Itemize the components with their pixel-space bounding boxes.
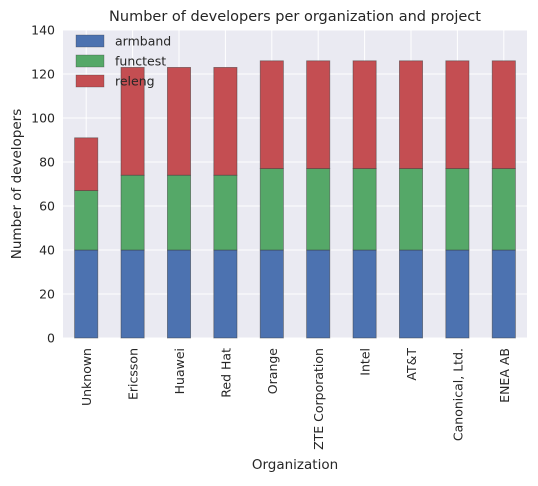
legend-swatch-functest (75, 54, 105, 68)
legend-swatch-armband (75, 34, 105, 48)
x-tick-label: Unknown (79, 348, 94, 406)
bars (74, 60, 516, 339)
y-axis-label: Number of developers (9, 109, 25, 259)
x-axis-ticks: Unknown Ericsson Huawei Red Hat Orange ZTE Co… (79, 348, 512, 450)
bar-segment-armband (166, 249, 191, 339)
bar-segment-armband (445, 249, 470, 339)
bar-segment-armband (398, 249, 423, 339)
y-tick-label: 80 (39, 155, 55, 170)
bar-segment-functest (352, 168, 377, 251)
bar-segment-functest (166, 174, 191, 251)
x-tick-label: Canonical, Ltd. (450, 348, 465, 441)
bar-segment-armband (74, 249, 99, 339)
x-tick-label: Red Hat (218, 348, 233, 398)
bar-segment-armband (213, 249, 238, 339)
y-tick-label: 100 (31, 111, 55, 126)
bar-segment-releng (352, 60, 377, 170)
y-axis-ticks: 0 20 40 60 80 100 120 140 (31, 23, 55, 346)
bar-segment-releng (491, 60, 516, 170)
bar-segment-armband (306, 249, 331, 339)
y-tick-label: 120 (31, 67, 55, 82)
bar-segment-releng (74, 137, 99, 192)
bar-segment-functest (259, 168, 284, 251)
legend-label: functest (115, 54, 166, 69)
chart-title: Number of developers per organization an… (109, 9, 481, 25)
bar-segment-armband (491, 249, 516, 339)
y-tick-label: 20 (39, 287, 55, 302)
bar-segment-releng (259, 60, 284, 170)
legend: armband functest releng (75, 34, 171, 89)
bar-segment-functest (445, 168, 470, 251)
bar-segment-armband (352, 249, 377, 339)
bar-segment-functest (213, 174, 238, 251)
bar-segment-functest (398, 168, 423, 251)
x-axis-label: Organization (252, 457, 338, 473)
legend-label: armband (115, 34, 171, 49)
bar-segment-functest (491, 168, 516, 251)
bar-segment-functest (74, 190, 99, 251)
bar-segment-releng (398, 60, 423, 170)
y-tick-label: 0 (47, 331, 55, 346)
bar-segment-armband (259, 249, 284, 339)
bar-segment-functest (120, 174, 145, 251)
x-tick-label: ENEA AB (497, 348, 512, 403)
x-tick-label: ZTE Corporation (311, 348, 326, 450)
x-tick-label: Orange (265, 348, 280, 394)
y-tick-label: 140 (31, 23, 55, 38)
bar-segment-releng (120, 67, 145, 176)
bar-segment-releng (445, 60, 470, 170)
legend-label: releng (115, 74, 155, 89)
bar-segment-functest (306, 168, 331, 251)
x-tick-label: Intel (358, 348, 373, 376)
legend-swatch-releng (75, 74, 105, 88)
bar-segment-releng (166, 67, 191, 176)
x-tick-label: AT&T (404, 348, 419, 381)
x-tick-label: Huawei (172, 348, 187, 394)
bar-segment-releng (213, 67, 238, 176)
y-tick-label: 60 (39, 199, 55, 214)
x-tick-label: Ericsson (126, 348, 141, 400)
bar-segment-releng (306, 60, 331, 170)
bar-segment-armband (120, 249, 145, 339)
y-tick-label: 40 (39, 243, 55, 258)
